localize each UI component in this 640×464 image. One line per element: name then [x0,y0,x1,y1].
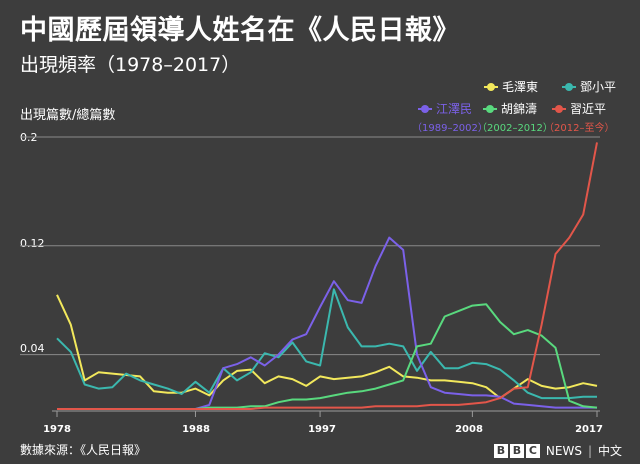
series-line-3 [57,303,598,410]
legend-item-jiang: 江澤民 [418,100,472,117]
x-tick-label-1997: 1997 [308,424,336,435]
gridlines [20,136,600,417]
legend-label: 習近平 [570,102,607,116]
legend-range-xi: （2012–至今） [544,123,615,134]
x-tick-label-2008: 2008 [455,424,483,435]
x-tick-label-1988: 1988 [182,424,210,435]
x-tick-label-2017: 2017 [575,424,603,435]
y-tick-label-0-12: 0.12 [20,237,45,250]
legend-range-jiang: （1989–2002） [412,123,488,134]
legend-marker-icon [562,80,576,94]
y-tick-label-0-04: 0.04 [20,342,45,355]
legend-item-hu: 胡錦濤 [483,100,537,117]
brand-separator: | [587,443,592,458]
bbc-letter-b: B [493,443,508,458]
language-label: 中文 [597,444,622,458]
legend-marker-icon [418,102,432,116]
legend-item-deng: 鄧小平 [562,78,616,95]
bbc-letter-c: C [525,443,540,458]
series-lines [56,142,598,410]
series-line-4 [57,142,598,410]
bbc-news-logo: B B C NEWS | 中文 [493,442,622,459]
legend-label: 胡錦濤 [501,102,538,116]
source-note: 數據來源：《人民日報》 [20,443,147,457]
chart-subtitle: 出現頻率（1978–2017） [20,54,241,76]
chart-title: 中國歷屆領導人姓名在《人民日報》 [20,15,460,46]
legend-marker-icon [552,102,566,116]
y-axis-label: 出現篇數/總篇數 [20,108,116,123]
legend-label: 鄧小平 [580,80,617,94]
bbc-letter-b: B [509,443,524,458]
legend-item-xi: 習近平 [552,100,606,117]
legend-label: 毛澤東 [502,80,539,94]
series-line-1 [56,288,597,400]
legend-label: 江澤民 [436,102,473,116]
legend-range-hu: （2002–2012） [477,123,553,134]
news-label: NEWS [545,443,582,458]
x-tick-label-1978: 1978 [43,424,71,435]
legend-marker-icon [483,102,497,116]
legend-marker-icon [484,80,498,94]
legend-item-mao: 毛澤東 [484,78,538,95]
